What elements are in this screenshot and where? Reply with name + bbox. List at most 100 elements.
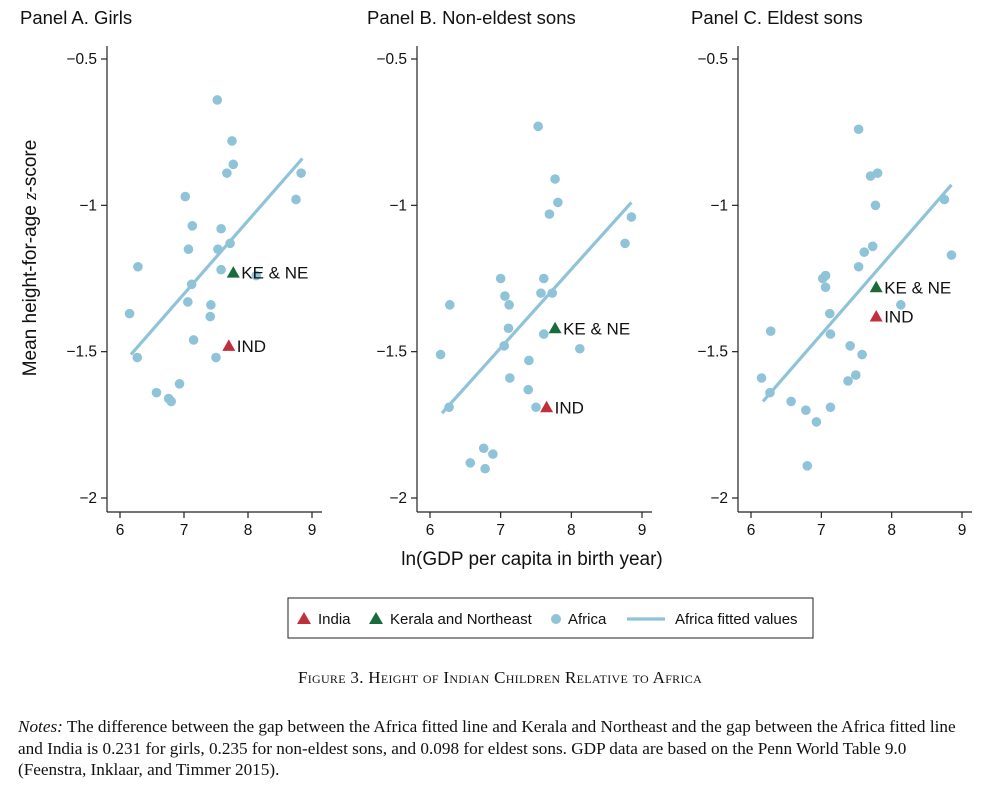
y-axis-label: Mean height-for-age z-score [20,140,41,377]
africa-point [867,241,878,252]
africa-point [845,341,855,351]
marker-label: IND [237,337,266,356]
y-tick-label: −1.5 [376,344,407,361]
marker-label: IND [555,398,584,417]
y-tick-label: −0.5 [697,51,728,68]
legend-label: Kerala and Northeast [390,611,533,628]
marker-label: IND [884,308,913,327]
figure-notes: Notes: The difference between the gap be… [18,716,978,781]
africa-point [859,247,870,257]
africa-point [505,373,515,383]
africa-point [553,197,563,208]
figure-chart: Mean height-for-age z-score ln(GDP per c… [20,7,972,639]
africa-point [575,343,585,354]
panel-1: Panel A. Girls −0.5 −1 −1.5 −2 6 7 8 9 KE & NE IND [20,7,322,539]
marker-label: KE & NE [884,278,951,297]
africa-point [538,329,549,339]
africa-point [205,311,216,322]
africa-point [124,308,135,319]
panels-group: Panel A. Girls −0.5 −1 −1.5 −2 6 7 8 9 KE & NE IND… [20,7,972,539]
marker-label: KE & NE [241,264,308,283]
africa-point [504,300,514,310]
africa-point [480,463,490,474]
figure-caption: Figure 3. Height of Indian Children Rela… [297,668,703,687]
legend-symbol [551,614,561,624]
x-tick-label: 8 [567,522,576,539]
y-tick-label: −2 [710,490,728,507]
notes-text: The difference between the gap between t… [18,717,956,779]
africa-point [820,282,831,293]
x-tick-label: 7 [817,522,826,539]
africa-point [523,384,534,395]
africa-point [853,261,864,272]
kerala-ne-marker [226,266,240,278]
africa-point [465,458,476,468]
y-tick-label: −0.5 [376,51,407,68]
africa-point [811,417,822,427]
x-tick-label: 7 [496,522,505,539]
x-axis-label: ln(GDP per capita in birth year) [401,549,663,570]
africa-point [857,349,867,360]
africa-point [626,212,637,222]
africa-point [538,273,549,284]
africa-point [228,159,239,170]
africa-point [896,300,906,310]
africa-point [824,308,835,319]
africa-point [850,370,861,380]
africa-point [503,323,514,334]
y-tick-label: −1 [389,197,407,214]
kerala-ne-marker [869,280,883,293]
legend-symbol [297,612,311,624]
africa-point [222,168,232,178]
africa-point [183,244,194,255]
africa-point [825,402,836,413]
africa-point [865,171,876,181]
y-tick-label: −1 [710,197,728,214]
africa-point [870,200,881,211]
africa-point [620,238,630,249]
legend-label: India [318,611,351,628]
panel-2: Panel B. Non-eldest sons −0.5 −1 −1.5 −2 6 7 8 9… [367,7,652,539]
india-marker [540,400,554,413]
africa-point [183,297,193,307]
africa-point [843,376,853,386]
x-tick-label: 9 [308,522,317,539]
africa-point [206,300,216,310]
africa-point [820,270,831,281]
africa-point [132,352,143,363]
africa-point [174,379,185,389]
africa-point [536,288,546,298]
panel-title: Panel B. Non-eldest sons [367,7,576,28]
x-tick-label: 6 [426,522,435,539]
africa-point [786,396,796,407]
africa-point [547,288,558,298]
x-tick-label: 8 [887,522,896,539]
y-tick-label: −1.5 [697,344,728,361]
africa-point [765,326,776,336]
india-marker [222,339,236,351]
africa-point [166,396,176,407]
africa-point [531,402,541,413]
x-tick-label: 6 [116,522,125,539]
africa-point [802,461,813,471]
panel-title: Panel C. Eldest sons [691,7,863,28]
y-tick-label: −0.5 [66,51,97,68]
africa-point [212,95,223,105]
y-tick-label: −1.5 [66,344,97,361]
africa-point [216,264,226,275]
africa-point [524,355,534,366]
africa-point [216,223,226,234]
africa-point [801,405,811,416]
africa-point [478,443,489,454]
africa-point [946,250,957,260]
panel-3: Panel C. Eldest sons −0.5 −1 −1.5 −2 6 7 8 9 KE &… [691,7,972,539]
kerala-ne-marker [548,321,562,334]
africa-point [180,191,191,202]
africa-point [151,387,162,398]
africa-point [495,273,506,284]
africa-point [187,221,198,231]
legend-label: Africa fitted values [675,611,798,628]
africa-point [211,352,221,363]
india-marker [869,310,883,322]
africa-fit-line [761,183,953,403]
